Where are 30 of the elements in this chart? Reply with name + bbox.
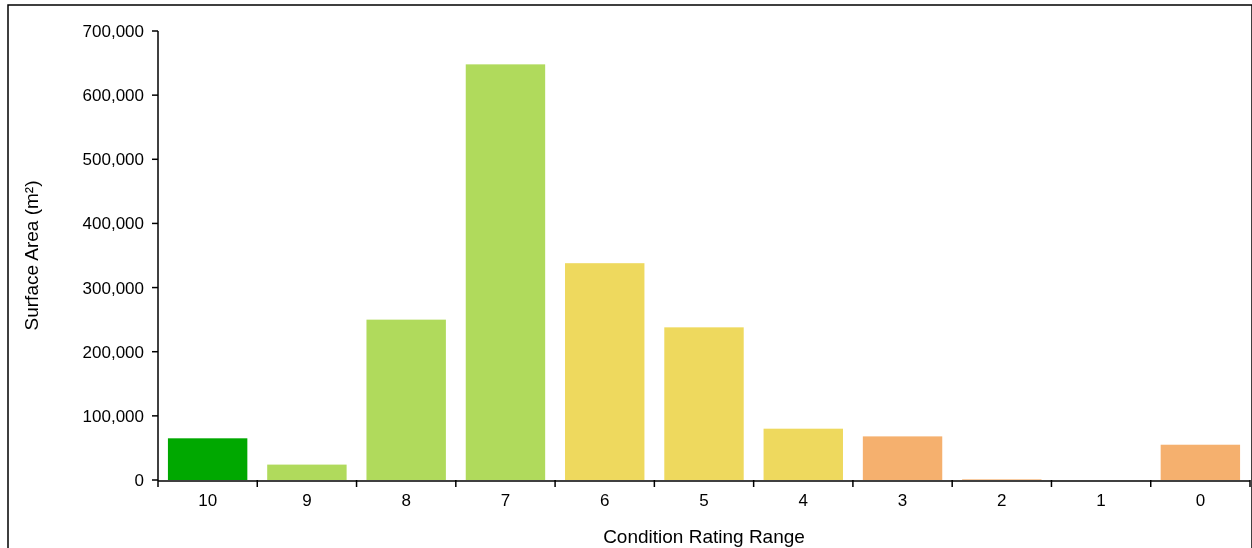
x-tick-label: 7 [500, 491, 511, 510]
bar [565, 263, 645, 480]
y-tick-label: 400,000 [82, 214, 144, 234]
x-tick-label: 10 [198, 491, 218, 510]
x-tick-label: 8 [401, 491, 411, 510]
x-tick-label: 4 [798, 491, 809, 510]
y-tick-label: 100,000 [82, 406, 144, 426]
bar [664, 327, 744, 480]
bar [862, 436, 943, 480]
bar [763, 428, 843, 480]
x-tick-label: 0 [1195, 491, 1206, 510]
bar [1160, 444, 1241, 480]
x-tick-label: 3 [897, 491, 908, 510]
bar [465, 64, 546, 480]
x-tick-label: 1 [1096, 491, 1106, 510]
y-tick-label: 300,000 [82, 278, 144, 298]
x-tick-label: 9 [302, 491, 312, 510]
y-axis-title: Surface Area (m²) [21, 180, 42, 331]
x-tick-label: 6 [599, 491, 610, 510]
y-tick-label: 500,000 [82, 150, 144, 170]
y-tick-label: 700,000 [82, 21, 144, 41]
y-tick-label: 0 [134, 470, 144, 490]
bar [267, 464, 347, 480]
y-tick-label: 200,000 [82, 342, 144, 362]
x-tick-label: 5 [699, 491, 709, 510]
y-tick-label: 600,000 [82, 86, 144, 106]
x-axis-title: Condition Rating Range [603, 526, 805, 547]
bar [167, 438, 248, 480]
x-tick-label: 2 [997, 491, 1007, 510]
bar [366, 319, 446, 480]
